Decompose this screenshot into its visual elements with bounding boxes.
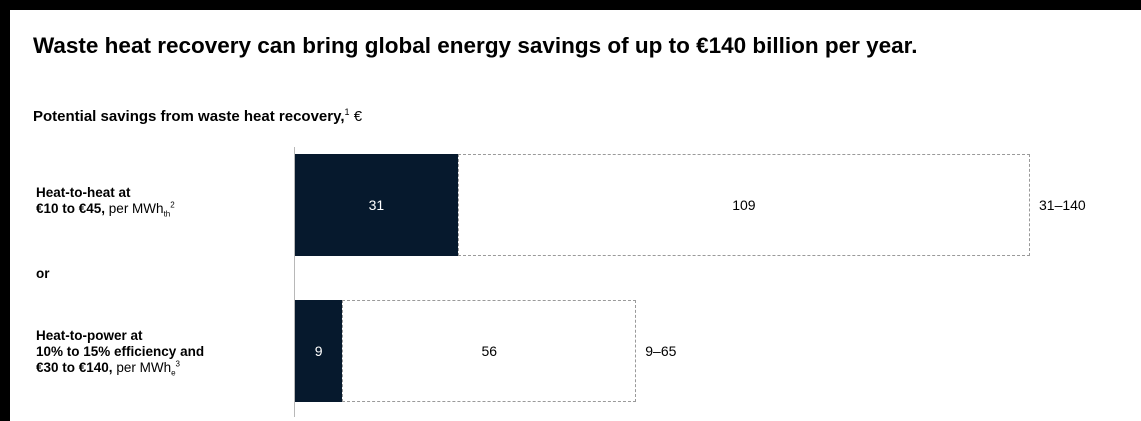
category-label-footnote: 2 (170, 200, 175, 210)
bar-base-savings (295, 154, 458, 256)
separator-label: or (36, 266, 50, 281)
chart-subtitle: Potential savings from waste heat recove… (33, 107, 363, 126)
chart-panel: Waste heat recovery can bring global ene… (10, 10, 1141, 421)
category-label-heat-to-heat: Heat-to-heat at €10 to €45, per MWhth2 (36, 185, 175, 219)
bar-value-label: 9 (314, 343, 323, 359)
category-label-line: Heat-to-power at (36, 328, 143, 343)
category-label-line: Heat-to-heat at (36, 185, 131, 200)
bar-additional-potential (457, 154, 1030, 256)
bar-value-label: 31 (368, 197, 385, 213)
bar-value-label: 109 (732, 197, 756, 213)
category-label-unit: per MWh (105, 201, 164, 216)
bar-value-label: 56 (481, 343, 498, 359)
category-label-line: 10% to 15% efficiency and (36, 344, 205, 359)
category-axis-line (294, 147, 295, 417)
subtitle-footnote: 1 (344, 107, 350, 117)
category-label-unit: per MWh (112, 360, 172, 375)
subtitle-text: Potential savings from waste heat recove… (33, 108, 345, 125)
category-label-heat-to-power: Heat-to-power at 10% to 15% efficiency a… (36, 328, 205, 378)
bar-base-savings (295, 300, 343, 402)
subtitle-unit: € (349, 108, 363, 125)
category-label-line: €10 to €45, (36, 201, 106, 216)
category-label-subscript: th (163, 209, 171, 219)
chart-title: Waste heat recovery can bring global ene… (33, 33, 918, 58)
category-label-footnote: 3 (175, 359, 180, 369)
range-label: 9–65 (645, 343, 677, 359)
bar-additional-potential (342, 300, 637, 402)
category-label-line: €30 to €140, (36, 360, 113, 375)
range-label: 31–140 (1039, 197, 1086, 213)
category-label-subscript: e (171, 368, 176, 378)
